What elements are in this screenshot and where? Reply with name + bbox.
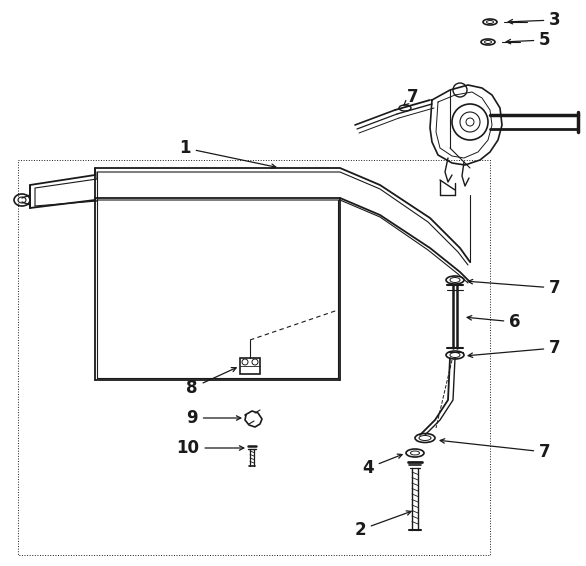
Text: 4: 4 <box>362 454 402 477</box>
Text: 6: 6 <box>467 313 521 331</box>
Text: 7: 7 <box>468 339 561 358</box>
Text: 7: 7 <box>440 439 551 461</box>
Text: 3: 3 <box>508 11 561 29</box>
Text: 7: 7 <box>468 279 561 297</box>
Text: 1: 1 <box>179 139 276 169</box>
Text: 5: 5 <box>506 31 551 49</box>
Text: 8: 8 <box>186 367 236 397</box>
Text: 2: 2 <box>354 511 411 539</box>
Text: 10: 10 <box>176 439 244 457</box>
Text: 9: 9 <box>186 409 241 427</box>
Text: 7: 7 <box>404 88 419 106</box>
